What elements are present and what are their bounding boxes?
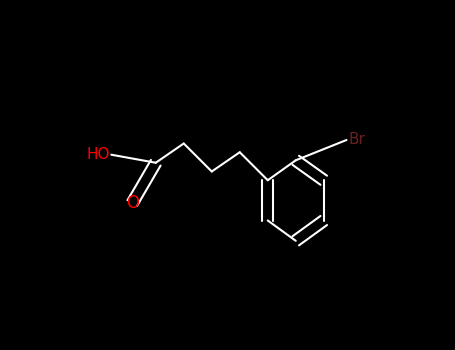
Text: HO: HO [86,147,110,162]
Text: Br: Br [348,133,365,147]
Text: O: O [126,194,139,212]
